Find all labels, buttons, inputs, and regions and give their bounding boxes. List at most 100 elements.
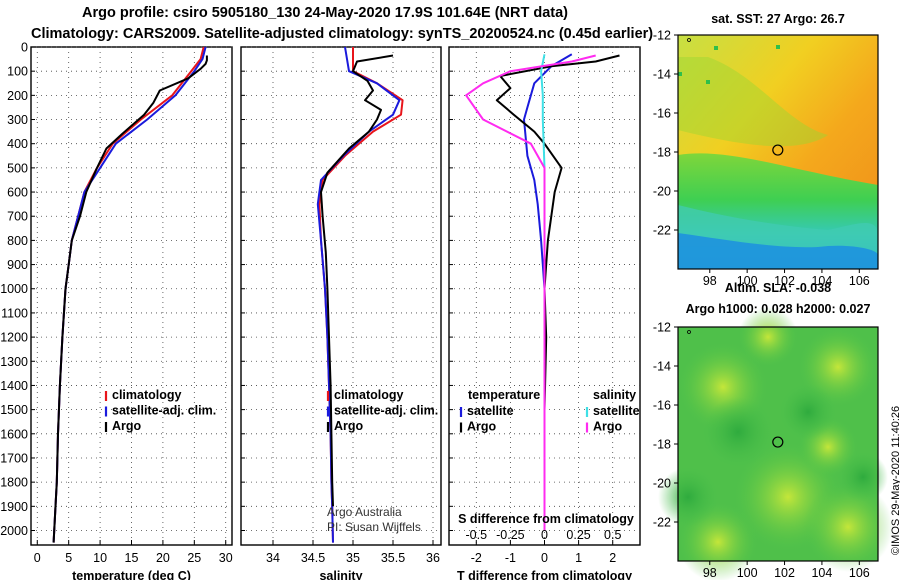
series-line-argo xyxy=(52,55,208,543)
map-title: sat. SST: 27 Argo: 26.7 xyxy=(711,12,845,26)
map-x-tick-label: 104 xyxy=(811,566,832,580)
depth-tick-label: 0 xyxy=(21,41,28,55)
argo-location-marker xyxy=(772,436,784,448)
depth-tick-label: 1500 xyxy=(0,403,28,417)
depth-tick-label: 1900 xyxy=(0,500,28,514)
series-line-argo xyxy=(320,54,394,507)
sla-low-patch xyxy=(780,384,836,440)
x-tick-label: 1 xyxy=(575,551,582,565)
x-tick-label: 15 xyxy=(125,551,139,565)
figure-title-line1: Argo profile: csiro 5905180_130 24-May-2… xyxy=(82,5,568,21)
depth-tick-label: 700 xyxy=(7,210,28,224)
x-tick-label: 5 xyxy=(65,551,72,565)
x-tick-label: 30 xyxy=(219,551,233,565)
map-x-tick-label: 102 xyxy=(774,274,795,288)
s-tick-label: 0.25 xyxy=(566,528,590,542)
sla-low-patch xyxy=(703,397,773,467)
legend-salinity: climatology satellite-adj. clim.Argo xyxy=(326,388,438,433)
legend-label: satellite-adj. clim. xyxy=(334,404,438,418)
map-x-tick-label: 98 xyxy=(703,274,717,288)
depth-tick-label: 900 xyxy=(7,258,28,272)
map-x-tick-label: 102 xyxy=(774,566,795,580)
s-tick-label: -0.5 xyxy=(466,528,488,542)
sst-pixel xyxy=(706,80,710,84)
depth-tick-label: 500 xyxy=(7,161,28,175)
s-axis-title: S difference from climatology xyxy=(458,512,634,526)
depth-tick-label: 1200 xyxy=(0,331,28,345)
map-x-tick-label: 104 xyxy=(811,274,832,288)
legend-label: climatology xyxy=(334,388,404,402)
map-corner-marker xyxy=(687,330,691,334)
x-tick-label: 34 xyxy=(266,551,280,565)
map-sst: sat. SST: 27 Argo: 26.7 -12 -14 -16 -18 -20 -2… xyxy=(653,12,879,288)
depth-tick-label: 300 xyxy=(7,113,28,127)
x-axis-label: salinity xyxy=(319,569,362,580)
map-y-tick-label: -16 xyxy=(653,107,671,121)
legend-label: Argo xyxy=(467,420,497,434)
map-y-tick-label: -20 xyxy=(653,477,671,491)
sst-blue-region xyxy=(678,233,878,269)
depth-tick-label: 1800 xyxy=(0,476,28,490)
map-y-tick-label: -12 xyxy=(653,321,671,335)
x-tick-label: 35 xyxy=(346,551,360,565)
legend-label: Argo xyxy=(334,419,364,433)
x-axis-label: T difference from climatology xyxy=(457,569,632,580)
depth-tick-label: 800 xyxy=(7,234,28,248)
depth-tick-label: 400 xyxy=(7,137,28,151)
depth-tick-label: 2000 xyxy=(0,524,28,538)
panel-temperature: 0 5 10 15 20 25 30 temperature (deg C) xyxy=(30,46,233,580)
map-y-tick-label: -14 xyxy=(653,360,671,374)
x-tick-label: 36 xyxy=(426,551,440,565)
panel-frame xyxy=(30,46,233,546)
legend-label: Argo xyxy=(593,420,623,434)
legend-group-title: salinity xyxy=(593,388,636,402)
depth-tick-label: 600 xyxy=(7,186,28,200)
panel-frame xyxy=(240,46,442,546)
x-tick-label: 25 xyxy=(187,551,201,565)
legend-label: climatology xyxy=(112,388,182,402)
depth-tick-label: 1000 xyxy=(0,282,28,296)
s-tick-label: 0.5 xyxy=(604,528,621,542)
map-y-tick-label: -18 xyxy=(653,438,671,452)
legend-temperature: climatology satellite-adj. clim.Argo xyxy=(104,388,216,433)
copyright-stamp: ©IMOS 29-May-2020 11:40:26 xyxy=(890,405,900,555)
map-y-tick-label: -22 xyxy=(653,516,671,530)
depth-tick-label: 1400 xyxy=(0,379,28,393)
x-tick-label: 0 xyxy=(34,551,41,565)
x-tick-label: 2 xyxy=(609,551,616,565)
map-y-tick-label: -20 xyxy=(653,185,671,199)
map-title: Altim. SLA: -0.038 xyxy=(725,281,831,295)
sla-low-patch xyxy=(838,452,888,502)
sla-high-patch xyxy=(803,482,893,572)
depth-tick-label: 1100 xyxy=(1,306,28,320)
series-line-s-argo xyxy=(465,54,596,531)
x-tick-label: 0 xyxy=(541,551,548,565)
legend-label: Argo xyxy=(112,419,142,433)
map-x-tick-label: 106 xyxy=(849,566,870,580)
sla-low-patch xyxy=(658,467,718,527)
depth-axis: 0 100 200 300 400 500 600 700 800 900 1000 1100 1200… xyxy=(0,41,28,538)
annotation-pi: PI: Susan Wijffels xyxy=(327,520,421,534)
map-x-tick-label: 98 xyxy=(703,566,717,580)
map-x-tick-label: 106 xyxy=(849,274,870,288)
map-x-tick-label: 100 xyxy=(737,274,758,288)
x-tick-label: 35.5 xyxy=(381,551,405,565)
panel-salinity: 34 34.5 35 35.5 36 salinity xyxy=(240,46,442,580)
s-tick-label: -0.25 xyxy=(496,528,525,542)
depth-tick-label: 1300 xyxy=(0,355,28,369)
argo-location-marker xyxy=(772,144,784,156)
s-tick-label: 0 xyxy=(541,528,548,542)
legend-label: satellite-adj. clim. xyxy=(112,404,216,418)
map-sla: Altim. SLA: -0.038 Argo h1000: 0.028 h200… xyxy=(653,281,893,580)
depth-tick-label: 200 xyxy=(7,89,28,103)
map-y-tick-label: -14 xyxy=(653,68,671,82)
sst-pixel xyxy=(678,72,682,76)
map-y-tick-label: -18 xyxy=(653,146,671,160)
depth-tick-label: 100 xyxy=(7,65,28,79)
x-tick-label: -1 xyxy=(505,551,516,565)
depth-tick-label: 1700 xyxy=(0,451,28,465)
sst-pixel xyxy=(776,45,780,49)
sst-pixel xyxy=(714,46,718,50)
legend-label: satellite xyxy=(593,404,640,418)
